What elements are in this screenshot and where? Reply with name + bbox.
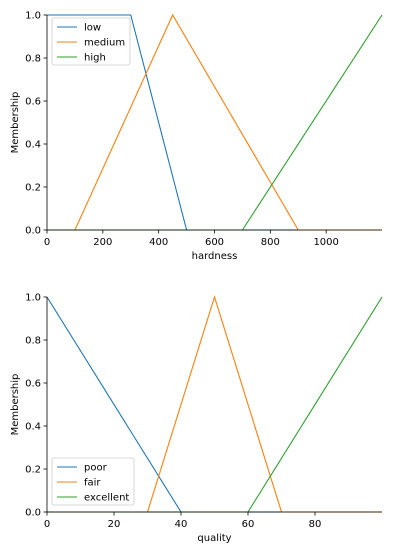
x-axis-label: quality bbox=[197, 533, 231, 544]
legend-label-high: high bbox=[84, 53, 106, 64]
x-tick-label: 80 bbox=[309, 519, 322, 530]
legend-label-low: low bbox=[84, 23, 101, 34]
legend-label-excellent: excellent bbox=[84, 493, 129, 504]
y-tick-label: 0.4 bbox=[25, 140, 41, 151]
x-axis-label: hardness bbox=[192, 251, 238, 262]
x-tick-label: 20 bbox=[108, 519, 121, 530]
legend-label-medium: medium bbox=[84, 38, 125, 49]
x-tick-label: 400 bbox=[149, 237, 168, 248]
y-tick-label: 0.8 bbox=[25, 54, 41, 65]
legend: low medium high bbox=[51, 17, 131, 66]
y-tick-label: 0.6 bbox=[25, 97, 41, 108]
y-axis-label: Membership bbox=[10, 92, 21, 154]
y-tick-label: 0.6 bbox=[25, 379, 41, 390]
y-tick-label: 1.0 bbox=[25, 293, 41, 304]
x-tick-label: 60 bbox=[242, 519, 255, 530]
y-axis-label: Membership bbox=[10, 374, 21, 436]
legend-frame bbox=[51, 457, 135, 506]
x-tick-label: 40 bbox=[175, 519, 188, 530]
x-tick-label: 0 bbox=[44, 237, 50, 248]
x-tick-label: 600 bbox=[205, 237, 224, 248]
hardness-membership-chart: 0.0 0.2 0.4 0.6 0.8 1.0 0 200 400 600 800 1000 hardn… bbox=[10, 11, 383, 262]
y-tick-label: 0.2 bbox=[25, 465, 41, 476]
quality-membership-chart: 0.0 0.2 0.4 0.6 0.8 1.0 0 20 40 60 80 quality Member… bbox=[10, 293, 383, 544]
y-tick-label: 0.8 bbox=[25, 336, 41, 347]
x-tick-label: 800 bbox=[261, 237, 280, 248]
y-tick-label: 0.0 bbox=[25, 226, 41, 237]
legend: poor fair excellent bbox=[51, 457, 135, 506]
y-tick-label: 1.0 bbox=[25, 11, 41, 22]
y-tick-label: 0.2 bbox=[25, 183, 41, 194]
y-tick-label: 0.4 bbox=[25, 422, 41, 433]
x-tick-label: 0 bbox=[44, 519, 50, 530]
y-tick-label: 0.0 bbox=[25, 508, 41, 519]
legend-frame bbox=[51, 17, 131, 66]
x-tick-label: 200 bbox=[93, 237, 112, 248]
x-tick-label: 1000 bbox=[313, 237, 338, 248]
legend-label-fair: fair bbox=[84, 478, 101, 489]
legend-label-poor: poor bbox=[84, 463, 108, 474]
